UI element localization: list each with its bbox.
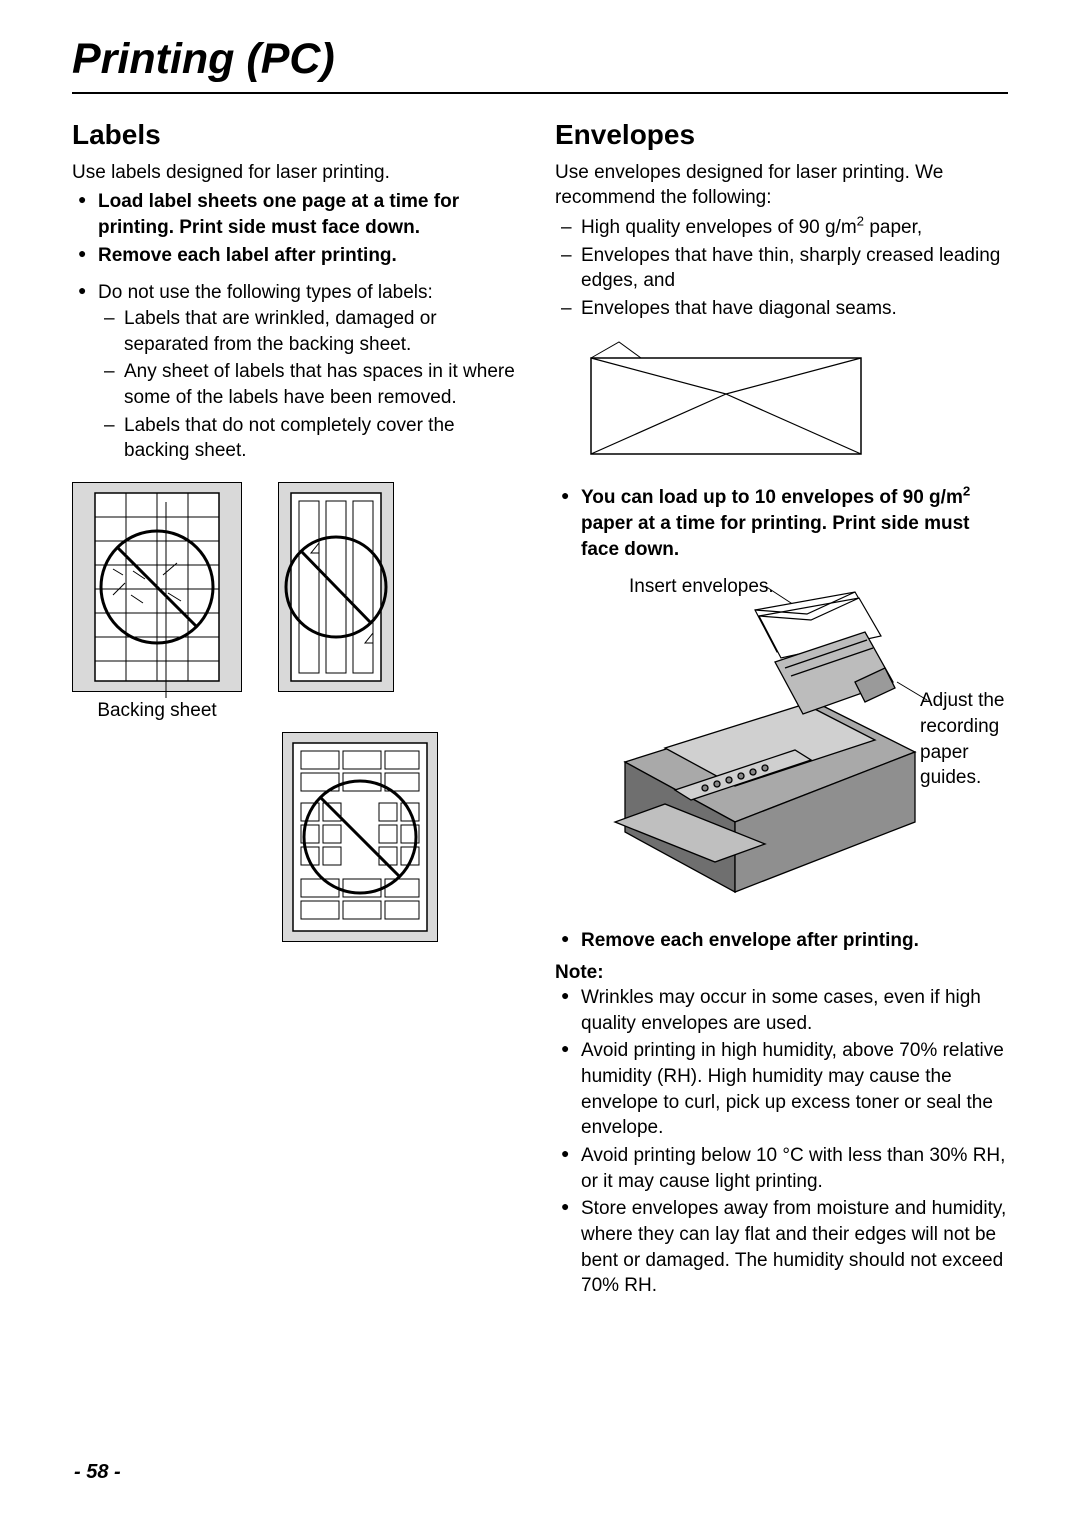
diagram-partial-labels <box>282 732 438 942</box>
label-diagrams: Backing sheet <box>72 482 525 942</box>
note-heading: Note: <box>555 960 1008 986</box>
labels-bold-2: Remove each label after printing. <box>98 245 397 266</box>
page-title: Printing (PC) <box>72 30 1008 94</box>
note-3: Avoid printing below 10 °C with less tha… <box>555 1143 1008 1194</box>
labels-bold-list: Load label sheets one page at a time for… <box>72 189 525 268</box>
labels-donot-intro: Do not use the following types of labels… <box>98 282 433 303</box>
left-column: Labels Use labels designed for laser pri… <box>72 116 525 1301</box>
note-4: Store envelopes away from moisture and h… <box>555 1196 1008 1299</box>
insert-envelopes-label: Insert envelopes. <box>629 574 774 600</box>
envelopes-load: You can load up to 10 envelopes of 90 g/… <box>581 487 970 559</box>
page-number: - 58 - <box>74 1459 121 1486</box>
labels-bold-1: Load label sheets one page at a time for… <box>98 191 459 238</box>
envelopes-rec-list: High quality envelopes of 90 g/m2 paper,… <box>555 215 1008 322</box>
labels-donot-2: Any sheet of labels that has spaces in i… <box>98 359 525 410</box>
rec-item-1: High quality envelopes of 90 g/m2 paper, <box>555 215 1008 241</box>
rec-item-3: Envelopes that have diagonal seams. <box>555 296 1008 322</box>
labels-intro: Use labels designed for laser printing. <box>72 160 525 186</box>
note-2: Avoid printing in high humidity, above 7… <box>555 1038 1008 1141</box>
labels-donot-list: Do not use the following types of labels… <box>72 280 525 463</box>
adjust-guides-label: Adjust the recording paper guides. <box>920 688 1012 791</box>
labels-donot-1: Labels that are wrinkled, damaged or sep… <box>98 306 525 357</box>
envelopes-remove-list: Remove each envelope after printing. <box>555 928 1008 954</box>
envelopes-intro: Use envelopes designed for laser printin… <box>555 160 1008 211</box>
labels-donot-3: Labels that do not completely cover the … <box>98 413 525 464</box>
rec-item-2: Envelopes that have thin, sharply crease… <box>555 243 1008 294</box>
envelopes-load-list: You can load up to 10 envelopes of 90 g/… <box>555 485 1008 562</box>
note-list: Wrinkles may occur in some cases, even i… <box>555 985 1008 1299</box>
content-columns: Labels Use labels designed for laser pri… <box>72 116 1008 1301</box>
printer-diagram: Insert envelopes. Adjust the recording p… <box>555 572 1008 910</box>
envelopes-remove: Remove each envelope after printing. <box>581 930 919 951</box>
labels-heading: Labels <box>72 116 525 154</box>
note-1: Wrinkles may occur in some cases, even i… <box>555 985 1008 1036</box>
envelopes-heading: Envelopes <box>555 116 1008 154</box>
envelope-diagram <box>581 334 1008 472</box>
diagram-removed-labels <box>278 482 394 692</box>
right-column: Envelopes Use envelopes designed for las… <box>555 116 1008 1301</box>
labels-donot-sublist: Labels that are wrinkled, damaged or sep… <box>98 306 525 464</box>
